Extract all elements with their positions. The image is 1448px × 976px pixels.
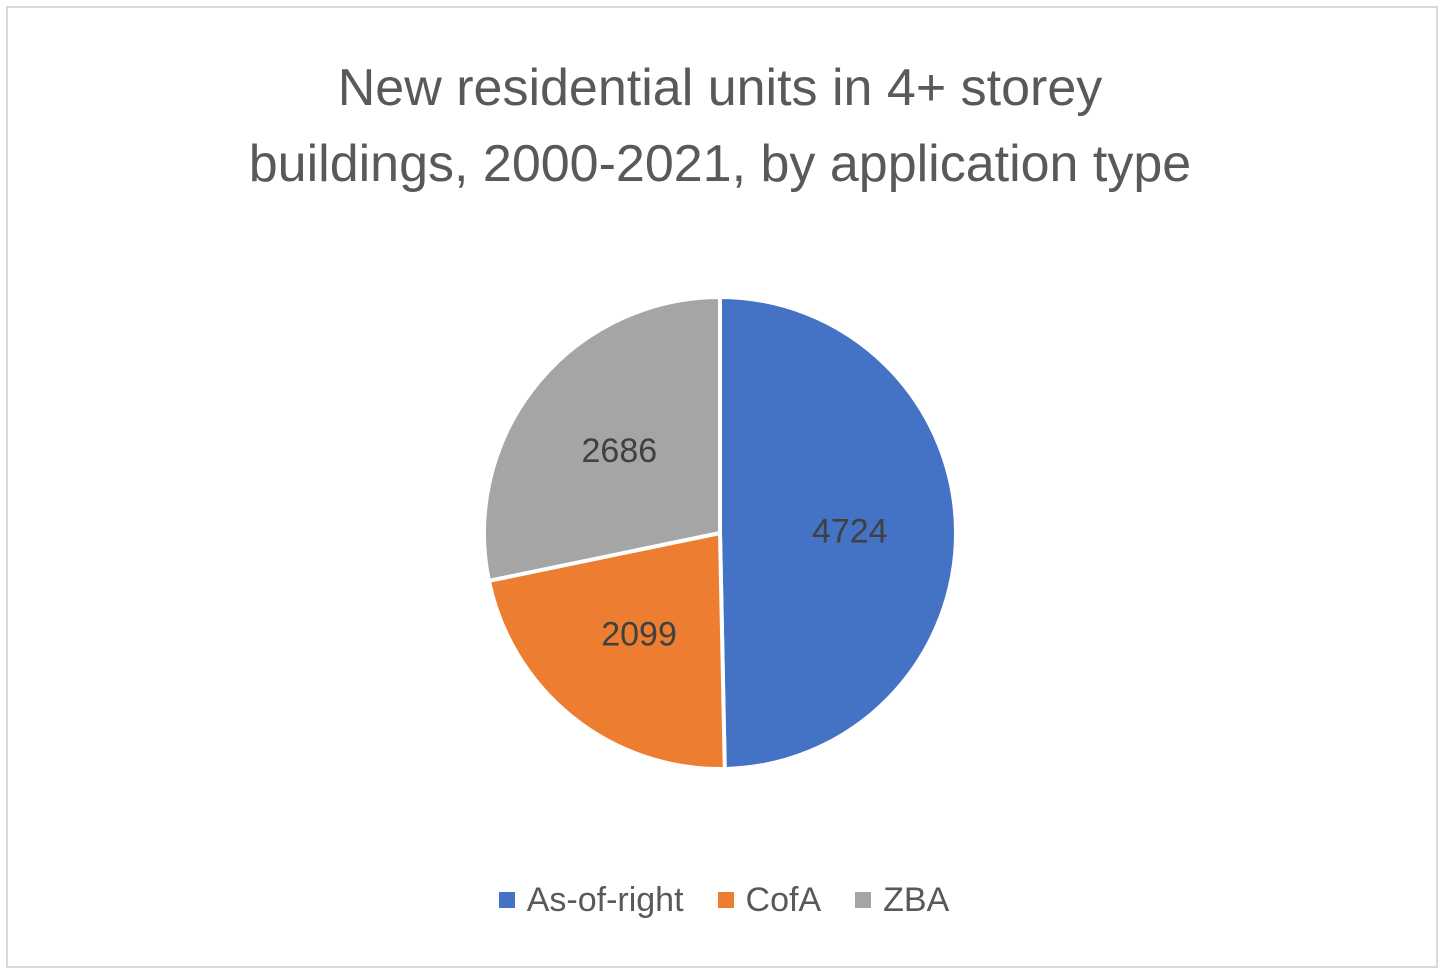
legend-item-cofa: CofA xyxy=(717,878,822,922)
chart-title-line-1: New residential units in 4+ storey xyxy=(337,59,1103,117)
pie-slice-zba xyxy=(482,295,722,583)
legend-swatch-cofa xyxy=(717,892,734,908)
legend-item-as-of-right: As-of-right xyxy=(498,878,684,922)
chart-title: New residential units in 4+ storey build… xyxy=(120,50,1320,202)
legend-item-zba: ZBA xyxy=(855,878,949,922)
legend-label-cofa: CofA xyxy=(745,881,822,919)
pie-slice-as-of-right xyxy=(718,295,958,771)
chart-title-line-2: buildings, 2000-2021, by application typ… xyxy=(248,135,1192,193)
legend-label-zba: ZBA xyxy=(883,881,950,919)
data-label-as-of-right: 4724 xyxy=(812,513,888,551)
legend-label-as-of-right: As-of-right xyxy=(526,881,684,919)
legend-swatch-zba xyxy=(855,892,872,908)
data-label-cofa: 2099 xyxy=(601,615,677,653)
data-label-zba: 2686 xyxy=(582,432,658,470)
legend: As-of-right CofA ZBA xyxy=(0,878,1448,922)
legend-swatch-as-of-right xyxy=(498,892,515,908)
pie-slice-cofa xyxy=(486,531,727,771)
